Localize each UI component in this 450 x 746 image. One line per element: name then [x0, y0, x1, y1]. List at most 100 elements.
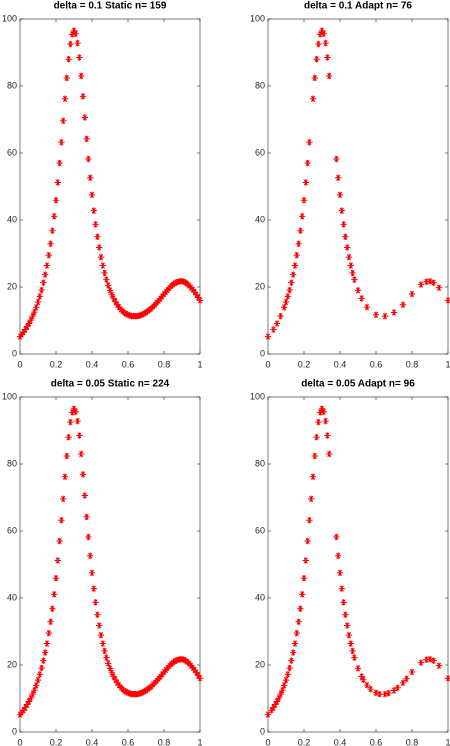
marker: [363, 303, 371, 311]
marker: [45, 629, 52, 637]
marker: [117, 306, 124, 313]
marker: [399, 301, 407, 308]
marker: [38, 286, 45, 294]
marker: [34, 676, 42, 684]
marker: [144, 307, 151, 315]
subplot-title: delta = 0.05 Static n= 224: [51, 379, 170, 390]
marker: [168, 660, 175, 668]
marker: [36, 293, 43, 300]
marker: [123, 688, 130, 695]
marker: [302, 557, 309, 564]
marker: [137, 689, 144, 697]
marker: [119, 685, 126, 693]
marker: [284, 671, 291, 678]
y-tick-label: 20: [255, 659, 265, 669]
marker: [322, 39, 329, 47]
marker: [317, 409, 324, 416]
marker: [187, 284, 195, 291]
marker: [180, 656, 187, 663]
y-tick-label: 0: [260, 726, 265, 736]
marker: [187, 662, 195, 669]
marker: [88, 191, 96, 199]
marker: [394, 684, 401, 691]
marker: [297, 227, 304, 234]
marker: [320, 30, 327, 37]
marker: [430, 279, 437, 286]
marker: [146, 684, 153, 691]
marker: [430, 657, 437, 664]
marker: [155, 297, 162, 304]
marker: [342, 611, 349, 618]
marker: [372, 689, 380, 697]
marker: [72, 408, 79, 415]
marker: [171, 280, 178, 287]
y-tick-label: 100: [250, 13, 265, 23]
marker: [43, 262, 51, 269]
marker: [150, 303, 157, 310]
marker: [288, 279, 295, 286]
marker: [390, 687, 398, 694]
marker: [358, 673, 365, 680]
marker: [309, 95, 317, 102]
marker: [74, 417, 81, 425]
marker: [333, 155, 340, 163]
marker: [135, 312, 142, 320]
marker: [70, 405, 78, 412]
marker: [182, 279, 189, 286]
marker: [65, 56, 72, 63]
marker: [293, 629, 300, 637]
marker: [51, 213, 58, 220]
marker: [295, 240, 302, 247]
marker: [195, 672, 202, 679]
marker: [349, 269, 356, 277]
marker: [22, 326, 29, 333]
marker: [399, 679, 407, 686]
x-tick-label: 1: [197, 359, 202, 369]
marker: [297, 605, 304, 612]
marker: [160, 290, 168, 298]
marker: [281, 304, 288, 311]
y-tick-label: 40: [7, 592, 17, 602]
y-tick-label: 40: [255, 214, 265, 224]
marker: [150, 681, 157, 688]
marker: [291, 262, 299, 269]
marker: [123, 310, 130, 317]
marker: [302, 179, 309, 186]
marker: [51, 591, 58, 598]
x-tick-label: 0.2: [50, 737, 63, 746]
marker: [317, 31, 324, 38]
x-tick-label: 0.4: [334, 359, 347, 369]
marker: [169, 659, 177, 666]
marker: [112, 298, 119, 305]
marker: [126, 312, 133, 319]
marker: [92, 599, 99, 606]
marker: [97, 253, 105, 261]
marker: [284, 293, 291, 300]
y-tick-label: 60: [255, 525, 265, 535]
marker: [54, 179, 61, 186]
marker: [408, 668, 416, 676]
marker: [105, 282, 112, 289]
marker: [63, 452, 70, 460]
marker: [173, 657, 180, 664]
marker: [333, 533, 340, 541]
x-tick-label: 0.2: [298, 359, 311, 369]
marker: [281, 682, 288, 689]
marker: [103, 654, 110, 661]
marker: [126, 690, 133, 697]
marker: [300, 197, 308, 204]
marker: [117, 684, 124, 691]
y-tick-label: 80: [7, 80, 17, 90]
marker: [103, 276, 110, 283]
marker: [106, 665, 114, 672]
marker: [81, 492, 88, 499]
marker: [27, 694, 34, 702]
marker: [166, 284, 173, 292]
marker: [105, 660, 112, 667]
marker: [338, 207, 345, 214]
marker: [42, 649, 49, 656]
marker: [184, 658, 191, 666]
marker: [101, 269, 108, 277]
subplot-title: delta = 0.1 Adapt n= 76: [304, 1, 412, 12]
